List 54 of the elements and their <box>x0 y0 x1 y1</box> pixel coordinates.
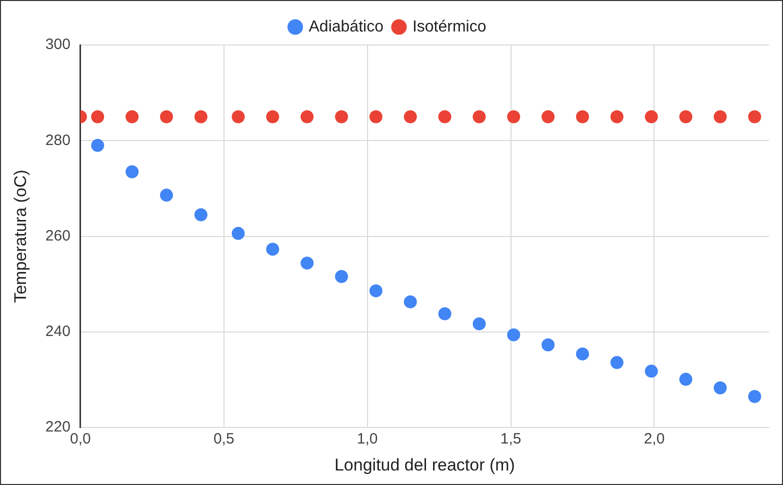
x-tick-label: 1,0 <box>356 430 378 448</box>
legend-label: Adiabático <box>308 18 384 36</box>
y-tick-label: 300 <box>45 36 70 54</box>
point <box>610 356 624 370</box>
point <box>369 110 382 124</box>
point <box>644 110 658 124</box>
point <box>472 317 486 330</box>
point <box>748 390 762 404</box>
point <box>194 208 208 222</box>
point <box>542 110 555 124</box>
point <box>507 110 520 124</box>
point <box>507 328 520 342</box>
point <box>679 110 692 124</box>
point <box>679 372 692 386</box>
point <box>369 284 382 298</box>
point <box>91 110 104 124</box>
point <box>266 242 280 256</box>
point <box>160 188 173 202</box>
point <box>576 347 590 360</box>
point <box>472 110 486 124</box>
x-tick-label: 2,0 <box>644 430 665 448</box>
point <box>160 110 173 124</box>
point <box>644 364 658 378</box>
y-tick-label: 280 <box>45 132 70 149</box>
point <box>576 110 590 124</box>
point <box>542 338 555 352</box>
point <box>714 381 727 394</box>
point <box>404 110 417 124</box>
point <box>300 256 314 270</box>
x-tick-label: 1,5 <box>500 430 522 448</box>
x-tick-label: 0,0 <box>70 430 91 448</box>
point <box>335 110 348 124</box>
point <box>300 110 314 124</box>
point <box>91 138 104 152</box>
point <box>438 110 452 124</box>
point <box>610 110 624 124</box>
point <box>438 307 452 320</box>
point <box>194 110 208 124</box>
y-tick-label: 260 <box>45 227 70 244</box>
point <box>266 110 280 124</box>
x-axis-title: Longitud del reactor (m) <box>334 455 515 474</box>
point <box>335 270 348 283</box>
point <box>232 226 245 240</box>
point <box>126 110 139 124</box>
point <box>714 110 727 124</box>
y-axis-title: Temperatura (oC) <box>10 170 30 303</box>
point <box>748 110 762 124</box>
point <box>232 110 245 124</box>
y-tick-label: 240 <box>45 323 70 340</box>
point <box>404 295 417 308</box>
point <box>126 165 139 178</box>
y-tick-label: 220 <box>45 418 70 436</box>
legend-label: Isotérmico <box>412 18 486 36</box>
x-tick-label: 0,5 <box>213 430 234 448</box>
